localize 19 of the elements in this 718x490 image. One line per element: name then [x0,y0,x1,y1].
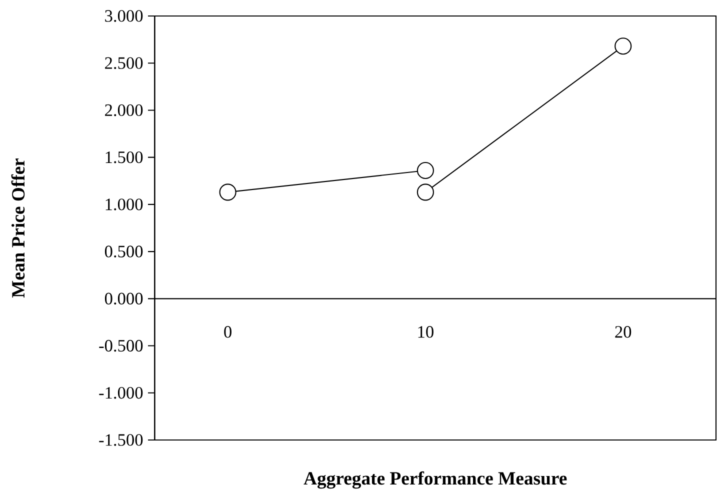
x-tick-label: 20 [615,326,632,338]
y-tick-label: -1.000 [99,387,143,399]
x-axis-title: Aggregate Performance Measure [304,471,567,489]
y-tick-label: -1.500 [99,434,143,446]
point [219,184,236,201]
y-tick-label: 0.000 [104,292,143,305]
y-tick-label: 1.000 [106,198,143,210]
x-tick-label: 10 [418,326,434,338]
y-axis-title: Mean Price Offer [11,158,25,298]
y-tick-label: -0.500 [99,340,143,352]
x-tick-label: 0 [224,326,232,338]
point [416,162,434,180]
y-tick-label: 1.500 [106,151,143,164]
y-tick-label: 2.000 [105,104,143,116]
y-tick-label: 3.000 [105,10,143,22]
point [614,38,632,55]
y-tick-label: 0.500 [104,246,143,258]
y-tick-label: 2.500 [105,57,143,70]
point [416,184,434,201]
